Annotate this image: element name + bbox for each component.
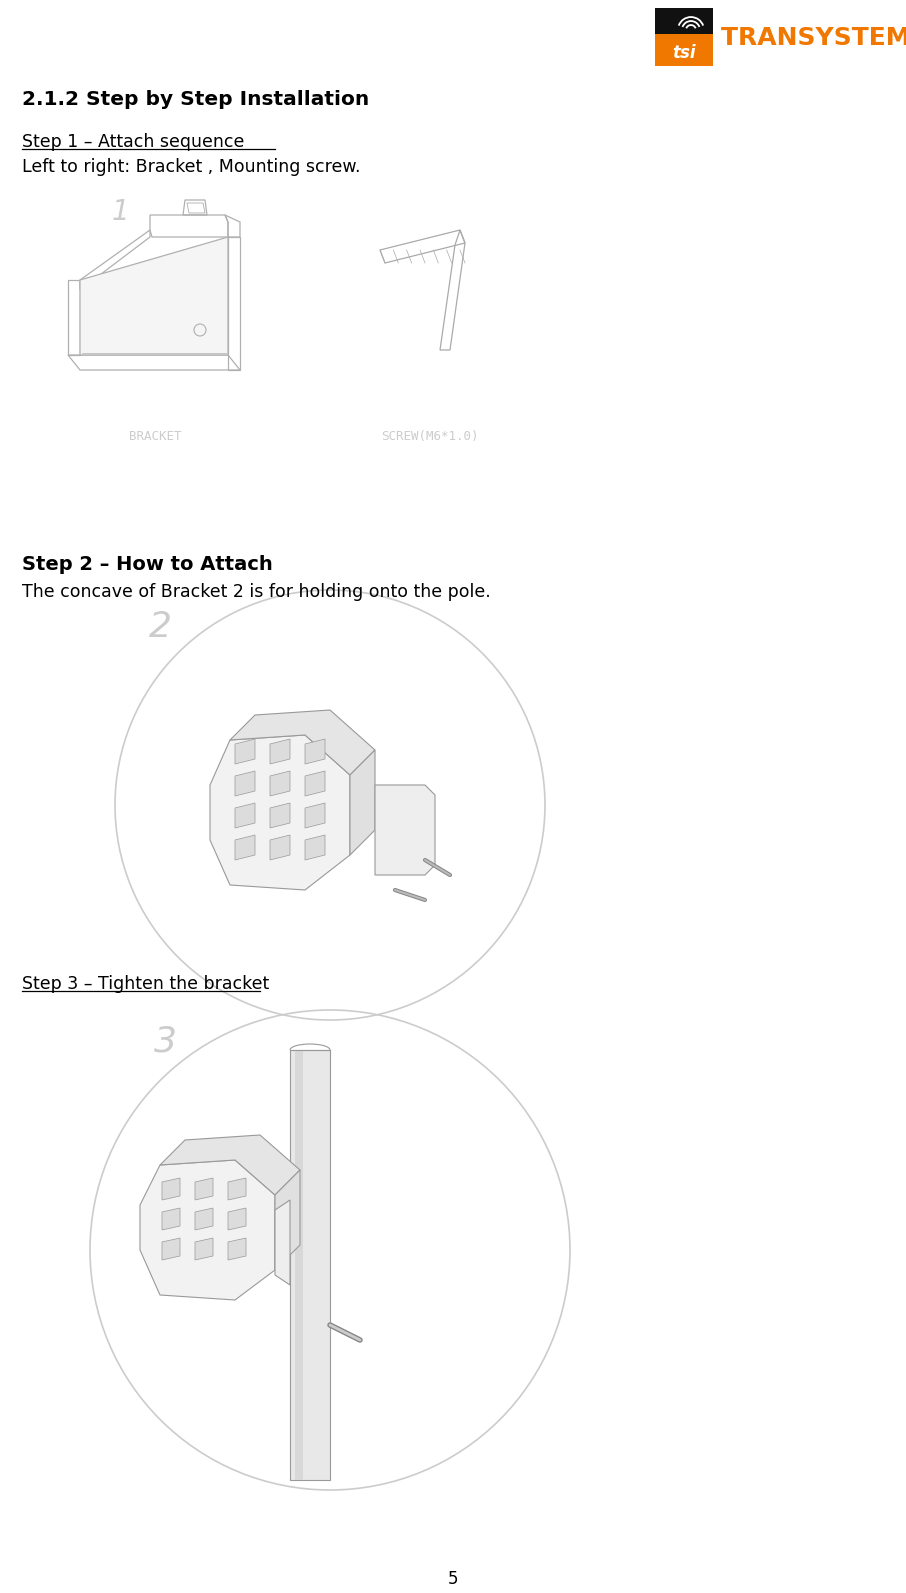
Polygon shape bbox=[350, 750, 375, 855]
Polygon shape bbox=[275, 1169, 300, 1270]
Text: tsi: tsi bbox=[672, 45, 696, 62]
Text: TRANSYSTEM INC.: TRANSYSTEM INC. bbox=[721, 25, 906, 49]
Polygon shape bbox=[230, 710, 375, 776]
FancyBboxPatch shape bbox=[655, 33, 713, 65]
Polygon shape bbox=[210, 734, 350, 890]
Polygon shape bbox=[195, 1238, 213, 1260]
Polygon shape bbox=[305, 803, 325, 828]
Polygon shape bbox=[305, 739, 325, 765]
Polygon shape bbox=[228, 1238, 246, 1260]
Polygon shape bbox=[235, 771, 255, 796]
Text: Step 2 – How to Attach: Step 2 – How to Attach bbox=[22, 554, 273, 573]
Polygon shape bbox=[270, 739, 290, 765]
Polygon shape bbox=[270, 835, 290, 860]
Polygon shape bbox=[375, 785, 435, 875]
Polygon shape bbox=[162, 1207, 180, 1230]
Text: 2.1.2 Step by Step Installation: 2.1.2 Step by Step Installation bbox=[22, 89, 370, 108]
Text: 1: 1 bbox=[112, 198, 130, 226]
Text: Left to right: Bracket , Mounting screw.: Left to right: Bracket , Mounting screw. bbox=[22, 158, 361, 175]
Polygon shape bbox=[235, 739, 255, 765]
Polygon shape bbox=[228, 1207, 246, 1230]
Polygon shape bbox=[235, 835, 255, 860]
Polygon shape bbox=[195, 1207, 213, 1230]
Polygon shape bbox=[80, 237, 228, 355]
Text: The concave of Bracket 2 is for holding onto the pole.: The concave of Bracket 2 is for holding … bbox=[22, 583, 491, 601]
Text: 5: 5 bbox=[448, 1571, 458, 1588]
FancyBboxPatch shape bbox=[655, 8, 713, 33]
Text: Step 1 – Attach sequence: Step 1 – Attach sequence bbox=[22, 132, 255, 151]
Polygon shape bbox=[160, 1134, 300, 1195]
Text: 2: 2 bbox=[149, 610, 171, 644]
Polygon shape bbox=[305, 835, 325, 860]
Text: BRACKET: BRACKET bbox=[129, 430, 181, 443]
Text: Step 3 – Tighten the bracket: Step 3 – Tighten the bracket bbox=[22, 975, 269, 992]
Polygon shape bbox=[162, 1177, 180, 1200]
FancyBboxPatch shape bbox=[290, 1050, 330, 1480]
FancyBboxPatch shape bbox=[295, 1050, 303, 1480]
Polygon shape bbox=[195, 1177, 213, 1200]
Polygon shape bbox=[235, 803, 255, 828]
Polygon shape bbox=[228, 1177, 246, 1200]
Polygon shape bbox=[270, 771, 290, 796]
Polygon shape bbox=[305, 771, 325, 796]
Polygon shape bbox=[275, 1200, 290, 1286]
Polygon shape bbox=[140, 1160, 275, 1300]
Polygon shape bbox=[270, 803, 290, 828]
Text: SCREW(M6*1.0): SCREW(M6*1.0) bbox=[381, 430, 478, 443]
Text: 3: 3 bbox=[153, 1024, 177, 1059]
Polygon shape bbox=[162, 1238, 180, 1260]
